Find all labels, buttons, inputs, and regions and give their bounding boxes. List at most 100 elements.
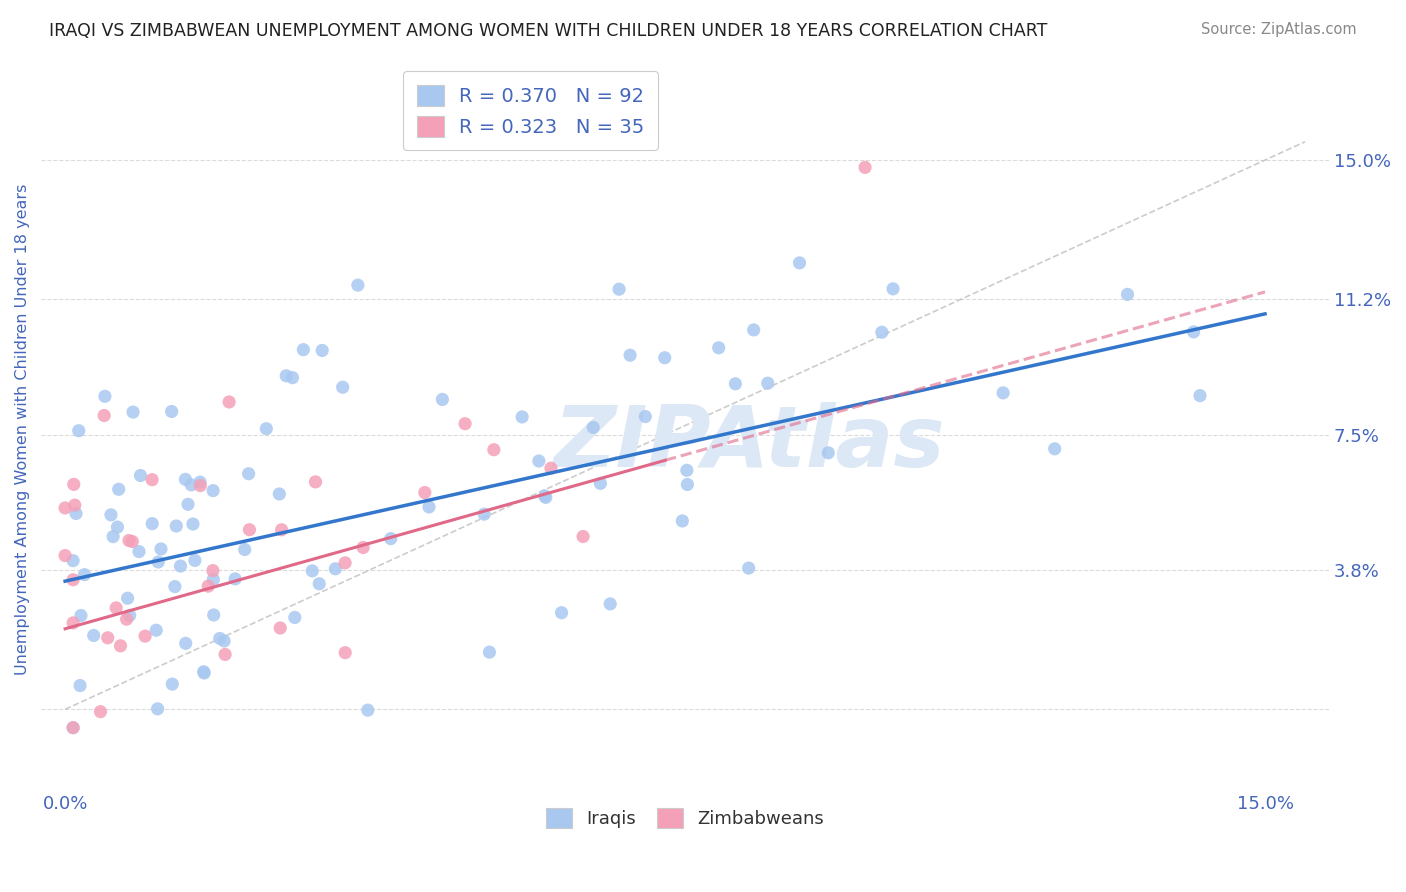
Point bbox=[478, 645, 501, 659]
Point bbox=[141, 516, 163, 531]
Point bbox=[599, 597, 621, 611]
Text: ZIPAtlas: ZIPAtlas bbox=[554, 402, 945, 485]
Point bbox=[472, 507, 495, 521]
Point bbox=[202, 483, 225, 498]
Point bbox=[572, 529, 595, 543]
Point bbox=[214, 648, 236, 662]
Point bbox=[202, 607, 225, 622]
Point bbox=[188, 478, 211, 492]
Point bbox=[129, 468, 152, 483]
Point bbox=[281, 370, 304, 384]
Point bbox=[181, 516, 204, 531]
Point bbox=[676, 477, 699, 491]
Point bbox=[654, 351, 676, 365]
Point bbox=[118, 533, 141, 548]
Point bbox=[742, 323, 765, 337]
Point bbox=[212, 634, 235, 648]
Point bbox=[308, 576, 330, 591]
Point bbox=[193, 665, 215, 679]
Point bbox=[870, 325, 893, 339]
Point bbox=[180, 478, 202, 492]
Point bbox=[121, 534, 143, 549]
Point bbox=[184, 553, 207, 567]
Point bbox=[510, 409, 533, 424]
Point bbox=[62, 554, 84, 568]
Point bbox=[177, 497, 200, 511]
Point bbox=[533, 489, 555, 503]
Point bbox=[335, 646, 357, 660]
Point bbox=[62, 721, 84, 735]
Point bbox=[160, 404, 183, 418]
Point bbox=[482, 442, 505, 457]
Point bbox=[589, 476, 612, 491]
Point bbox=[619, 348, 641, 362]
Text: IRAQI VS ZIMBABWEAN UNEMPLOYMENT AMONG WOMEN WITH CHILDREN UNDER 18 YEARS CORREL: IRAQI VS ZIMBABWEAN UNEMPLOYMENT AMONG W… bbox=[49, 22, 1047, 40]
Point bbox=[789, 256, 811, 270]
Point bbox=[270, 523, 292, 537]
Point bbox=[707, 341, 730, 355]
Point bbox=[69, 679, 91, 693]
Point bbox=[607, 282, 630, 296]
Point bbox=[65, 507, 87, 521]
Point bbox=[169, 559, 191, 574]
Point bbox=[97, 631, 120, 645]
Point bbox=[380, 532, 402, 546]
Point bbox=[238, 523, 260, 537]
Point bbox=[165, 519, 187, 533]
Point bbox=[301, 564, 323, 578]
Point bbox=[208, 632, 231, 646]
Point bbox=[93, 409, 115, 423]
Point bbox=[284, 610, 307, 624]
Point bbox=[202, 572, 225, 586]
Point bbox=[582, 420, 605, 434]
Point bbox=[100, 508, 122, 522]
Point bbox=[432, 392, 454, 407]
Point bbox=[128, 544, 150, 558]
Point bbox=[197, 579, 219, 593]
Point bbox=[352, 541, 374, 555]
Point bbox=[882, 282, 904, 296]
Point bbox=[1182, 325, 1205, 339]
Point bbox=[89, 705, 111, 719]
Point bbox=[218, 395, 240, 409]
Point bbox=[418, 500, 440, 514]
Point bbox=[163, 580, 186, 594]
Point bbox=[70, 608, 93, 623]
Legend: Iraqis, Zimbabweans: Iraqis, Zimbabweans bbox=[538, 801, 831, 835]
Point bbox=[676, 463, 699, 477]
Point bbox=[724, 376, 747, 391]
Point bbox=[550, 606, 572, 620]
Point bbox=[145, 624, 167, 638]
Point bbox=[333, 556, 356, 570]
Point bbox=[254, 422, 277, 436]
Point bbox=[150, 541, 173, 556]
Point bbox=[83, 628, 105, 642]
Point bbox=[115, 612, 138, 626]
Point bbox=[53, 549, 76, 563]
Point bbox=[117, 591, 139, 606]
Point bbox=[817, 446, 839, 460]
Point bbox=[201, 564, 224, 578]
Point bbox=[304, 475, 326, 489]
Point bbox=[1188, 388, 1211, 402]
Point bbox=[73, 567, 96, 582]
Point bbox=[101, 530, 124, 544]
Point bbox=[454, 417, 477, 431]
Point bbox=[671, 514, 693, 528]
Point bbox=[193, 665, 215, 680]
Point bbox=[63, 498, 86, 512]
Point bbox=[413, 485, 436, 500]
Point bbox=[67, 424, 90, 438]
Y-axis label: Unemployment Among Women with Children Under 18 years: Unemployment Among Women with Children U… bbox=[15, 184, 30, 675]
Point bbox=[311, 343, 333, 358]
Point bbox=[540, 461, 562, 475]
Point bbox=[527, 454, 550, 468]
Point bbox=[162, 677, 184, 691]
Point bbox=[325, 562, 347, 576]
Point bbox=[224, 572, 246, 586]
Point bbox=[347, 278, 370, 293]
Point bbox=[269, 487, 291, 501]
Point bbox=[991, 385, 1014, 400]
Point bbox=[174, 636, 197, 650]
Point bbox=[174, 472, 197, 486]
